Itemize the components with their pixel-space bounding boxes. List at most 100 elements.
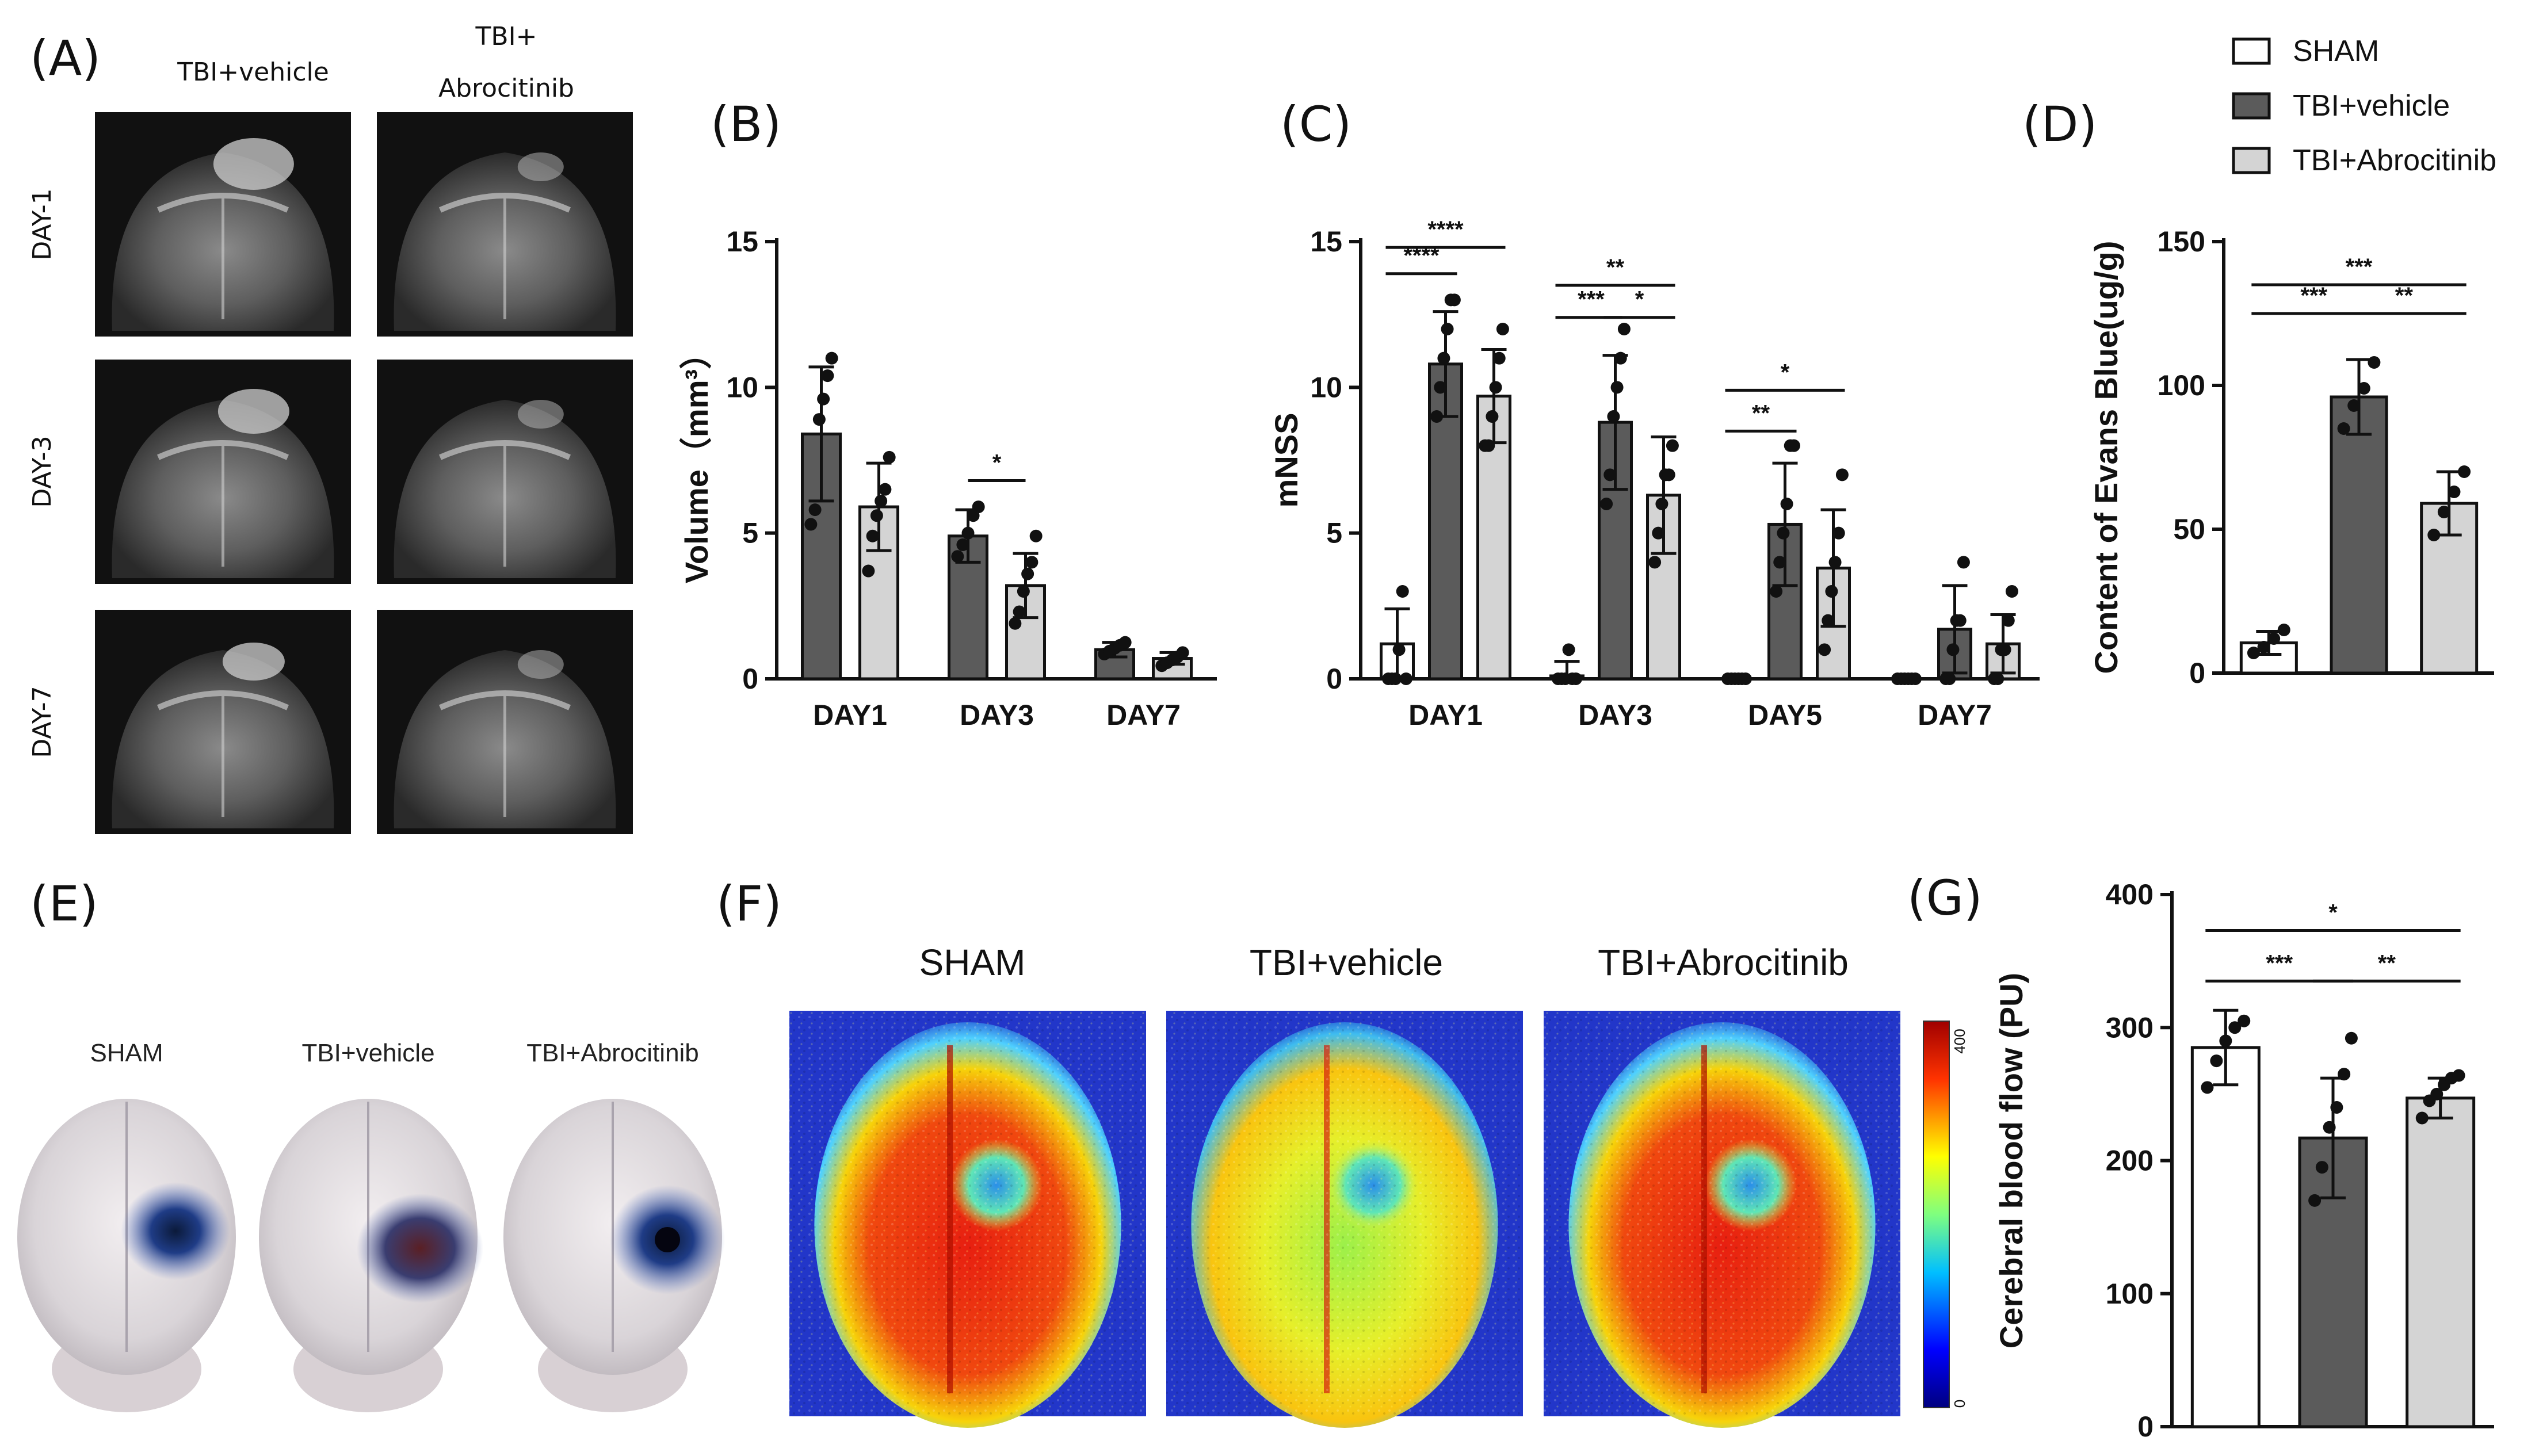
significance-label: * <box>1635 287 1644 312</box>
bar-group <box>1891 672 1922 685</box>
data-point <box>2238 1014 2251 1027</box>
y-tick-label: 100 <box>2158 369 2205 402</box>
data-point <box>1430 410 1444 423</box>
data-point <box>1482 439 1495 452</box>
mri-lesion <box>222 643 285 681</box>
data-point <box>1437 351 1450 365</box>
x-tick-label: DAY5 <box>1748 699 1822 731</box>
data-point <box>2277 624 2290 636</box>
chart-volume: (B) 0 5 10 15 Volume（mm³） DAY1 DAY3 DAY7 * <box>678 96 1217 731</box>
x-tick-label: DAY3 <box>1578 699 1652 731</box>
data-point <box>2458 465 2471 478</box>
significance-label: ** <box>2395 283 2414 308</box>
brain-photo <box>503 1099 725 1412</box>
y-tick-label: 5 <box>742 517 758 549</box>
perfusion-noise <box>1166 1011 1523 1416</box>
perfusion-noise <box>789 1011 1146 1416</box>
data-point <box>2315 1161 2328 1174</box>
data-point <box>1780 498 1793 510</box>
bar-group <box>1476 323 1511 681</box>
x-tick-label: DAY3 <box>960 699 1034 731</box>
panel-label-f: (F) <box>716 876 782 932</box>
significance-label: *** <box>2346 254 2373 280</box>
data-point <box>2228 1021 2242 1034</box>
chart-blood-flow: (G) 0 100 200 300 400 Cerebral blood flow (PU)… <box>1907 870 2494 1443</box>
data-point <box>1448 293 1461 307</box>
significance-label: ** <box>2378 950 2396 976</box>
data-point <box>862 564 875 578</box>
data-point <box>2247 647 2260 659</box>
bar-group <box>1721 672 1752 685</box>
data-point <box>1029 529 1043 542</box>
perfusion-title: TBI+Abrocitinib <box>1598 942 1849 983</box>
mri-column-title-abrocitinib: TBI+ Abrocitinib <box>438 22 574 103</box>
y-tick-label: 0 <box>2189 657 2205 689</box>
brain-photo-title: TBI+vehicle <box>301 1039 434 1067</box>
data-point <box>1496 323 1509 335</box>
data-point <box>2415 1111 2429 1125</box>
data-point <box>1603 468 1617 481</box>
panel-label: (G) <box>1907 870 1983 926</box>
mri-ventricle <box>438 440 571 460</box>
y-axis-label: Content of Evans Blue(ug/g) <box>2088 241 2124 674</box>
y-tick-label: 15 <box>1310 226 1342 258</box>
bar-group <box>2239 624 2298 675</box>
y-tick-label: 0 <box>742 663 758 695</box>
legend-swatch <box>2232 147 2271 174</box>
bar-group <box>858 450 899 681</box>
bar-group <box>801 351 842 681</box>
data-point <box>875 494 888 507</box>
significance-label: ** <box>1752 400 1770 426</box>
data-point <box>2005 585 2018 598</box>
data-point <box>1818 643 1831 656</box>
data-point <box>1396 585 1409 598</box>
data-point <box>951 550 964 563</box>
legend-label: TBI+vehicle <box>2293 89 2450 123</box>
x-tick-label: DAY1 <box>1408 699 1483 731</box>
data-point <box>1739 672 1752 685</box>
data-point <box>2345 1031 2358 1045</box>
data-point <box>1666 439 1679 452</box>
data-point <box>1770 585 1783 598</box>
data-point <box>1652 526 1665 540</box>
data-point <box>821 369 834 383</box>
data-point <box>804 518 818 531</box>
bar-group <box>1005 529 1046 681</box>
perfusion-title: SHAM <box>919 942 1026 983</box>
bar-group <box>1598 323 1633 681</box>
bar-group <box>1428 293 1463 681</box>
mri-scan <box>95 610 351 834</box>
bar-group <box>2420 465 2479 675</box>
data-point <box>808 503 822 517</box>
data-point <box>1562 643 1575 656</box>
data-point <box>1392 643 1406 656</box>
bar-group <box>2330 356 2388 675</box>
data-point <box>817 392 830 406</box>
data-point <box>1828 556 1842 569</box>
data-point <box>1787 439 1800 452</box>
bar-group <box>1380 585 1415 685</box>
bar-group <box>1986 585 2021 685</box>
data-point <box>1957 556 1970 569</box>
data-point <box>1655 498 1669 510</box>
data-point <box>1998 643 2011 656</box>
significance-label: *** <box>1578 287 1605 312</box>
significance-label: ** <box>1606 255 1625 280</box>
bar-group <box>2406 1069 2476 1428</box>
data-point <box>2219 1034 2232 1048</box>
data-point <box>1441 323 1454 335</box>
data-point <box>2210 1054 2223 1068</box>
data-point <box>1835 468 1849 481</box>
data-point <box>1662 468 1675 481</box>
data-point <box>2368 356 2381 369</box>
bar-group <box>1094 636 1135 681</box>
data-point <box>2201 1081 2214 1094</box>
y-tick-label: 15 <box>726 226 758 258</box>
y-tick-label: 10 <box>726 371 758 403</box>
mri-lesion <box>213 138 294 190</box>
legend: SHAM TBI+vehicle TBI+Abrocitinib <box>2232 35 2496 177</box>
data-point <box>2257 641 2270 654</box>
data-point <box>1013 605 1026 618</box>
data-point <box>972 500 985 514</box>
